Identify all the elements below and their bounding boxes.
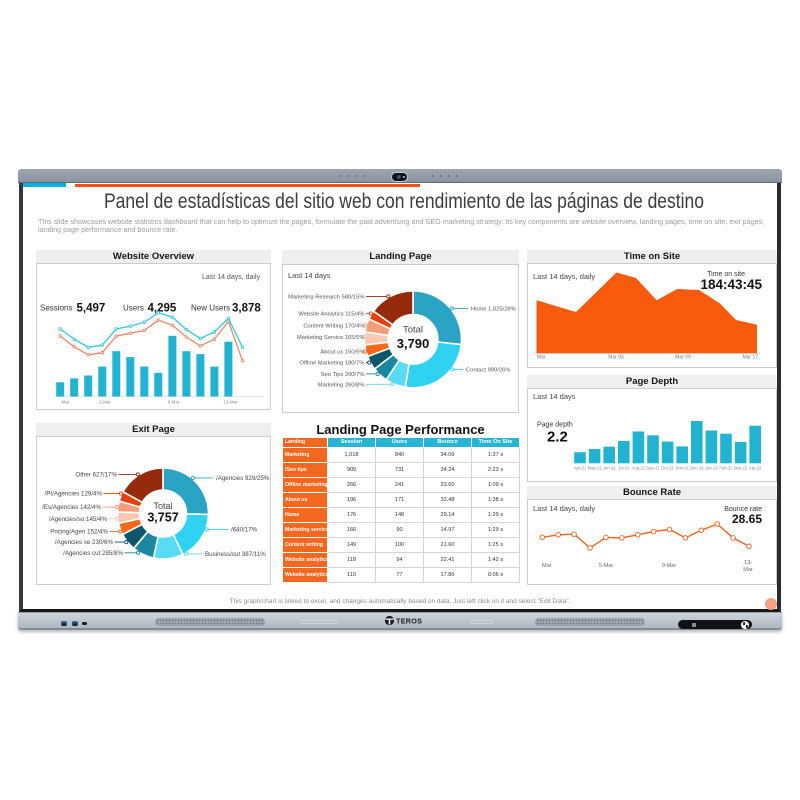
svg-text:May-21: May-21 (588, 466, 603, 471)
svg-text:Marketing Research 580/15%: Marketing Research 580/15% (288, 295, 364, 301)
svg-text:9-Mar: 9-Mar (168, 400, 180, 405)
svg-text:Oct-21: Oct-21 (661, 466, 674, 471)
svg-text:/Agencies cut 285/8%: /Agencies cut 285/8% (63, 550, 123, 557)
svg-text:Apr-22: Apr-22 (749, 466, 762, 471)
svg-text:TEROS: TEROS (396, 617, 422, 626)
svg-text:2.2: 2.2 (547, 429, 568, 446)
svg-text:Sessions: Sessions (40, 304, 72, 313)
svg-text:Last 14 days: Last 14 days (288, 271, 331, 280)
svg-text:Last 14 days: Last 14 days (533, 392, 576, 401)
svg-text:Website Analytics 115/4%: Website Analytics 115/4% (298, 312, 364, 318)
svg-text:Offline Marketing 180/7%: Offline Marketing 180/7% (300, 361, 365, 367)
svg-text:Aug-21: Aug-21 (632, 466, 646, 471)
svg-text:Last 14 days, daily: Last 14 days, daily (533, 272, 595, 281)
svg-text:28.65: 28.65 (732, 512, 762, 526)
svg-text:Other 627/17%: Other 627/17% (75, 472, 117, 479)
svg-text:Pricing/Agen 152/4%: Pricing/Agen 152/4% (50, 529, 108, 536)
svg-text:184:43:45: 184:43:45 (700, 277, 762, 292)
svg-text:Sep-21: Sep-21 (646, 466, 660, 471)
svg-text:Mar-22: Mar-22 (734, 466, 748, 471)
svg-text:Marketing Service 165/5%: Marketing Service 165/5% (297, 335, 365, 341)
svg-text:Last 14 days, daily: Last 14 days, daily (202, 274, 260, 281)
svg-text:3,878: 3,878 (232, 302, 261, 314)
svg-text:5-Mar: 5-Mar (99, 400, 111, 405)
svg-text:9-Mar: 9-Mar (662, 563, 677, 569)
svg-text:Total: Total (153, 501, 172, 511)
svg-text:Mar: Mar (62, 400, 70, 405)
svg-text:Total: Total (403, 325, 423, 336)
svg-text:5-Mar: 5-Mar (599, 563, 614, 569)
svg-text:Business/cut 387/11%: Business/cut 387/11% (205, 551, 266, 558)
svg-text:Mar: Mar (743, 567, 753, 573)
svg-text:Apr-21: Apr-21 (574, 466, 587, 471)
svg-text:Page depth: Page depth (537, 422, 573, 429)
svg-text:Bounce rate: Bounce rate (724, 506, 762, 513)
svg-text:Mar 09: Mar 09 (675, 355, 691, 361)
svg-text:5,497: 5,497 (77, 302, 106, 314)
svg-text:Time on site: Time on site (707, 271, 745, 278)
svg-text:/640/17%: /640/17% (231, 527, 258, 534)
svg-text:New Users: New Users (191, 304, 230, 313)
svg-text:Mar 17: Mar 17 (742, 355, 758, 361)
svg-text:Mar 05: Mar 05 (608, 355, 624, 361)
svg-text:Dec-21: Dec-21 (690, 466, 704, 471)
svg-text:Marketing 260/8%: Marketing 260/8% (318, 382, 365, 388)
svg-text:3,757: 3,757 (147, 511, 178, 525)
svg-text:Mar: Mar (542, 563, 552, 569)
svg-text:4,295: 4,295 (148, 302, 177, 314)
svg-text:Last 14 days, daily: Last 14 days, daily (533, 504, 595, 513)
svg-text:Seo Tips 200/7%: Seo Tips 200/7% (321, 372, 365, 378)
svg-text:13-Mar: 13-Mar (223, 400, 238, 405)
svg-text:Mar: Mar (537, 355, 546, 361)
svg-text:Nov-21: Nov-21 (675, 466, 689, 471)
svg-text:/Pt/Agencies 129/4%: /Pt/Agencies 129/4% (45, 491, 103, 498)
svg-text:About us 150/5%: About us 150/5% (320, 350, 364, 356)
svg-text:Jun-21: Jun-21 (603, 466, 616, 471)
svg-text:Contact 990/26%: Contact 990/26% (466, 368, 510, 374)
svg-text:3,790: 3,790 (397, 336, 430, 351)
svg-text:Users: Users (123, 304, 144, 313)
svg-text:Jan-22: Jan-22 (705, 466, 718, 471)
svg-text:Content Writing 170/4%: Content Writing 170/4% (303, 324, 364, 330)
svg-text:/Agencies 929/25%: /Agencies 929/25% (216, 475, 270, 482)
svg-text:/Es/Agencies 142/4%: /Es/Agencies 142/4% (42, 504, 101, 511)
svg-text:13-: 13- (744, 560, 752, 566)
svg-text:Feb-22: Feb-22 (719, 466, 733, 471)
svg-text:/Agencies se 230/6%: /Agencies se 230/6% (55, 539, 114, 546)
svg-text:Jul-21: Jul-21 (618, 466, 630, 471)
svg-text:Home 1,025/28%: Home 1,025/28% (471, 307, 516, 313)
svg-text:/Agencies/so 145/4%: /Agencies/so 145/4% (49, 516, 108, 523)
